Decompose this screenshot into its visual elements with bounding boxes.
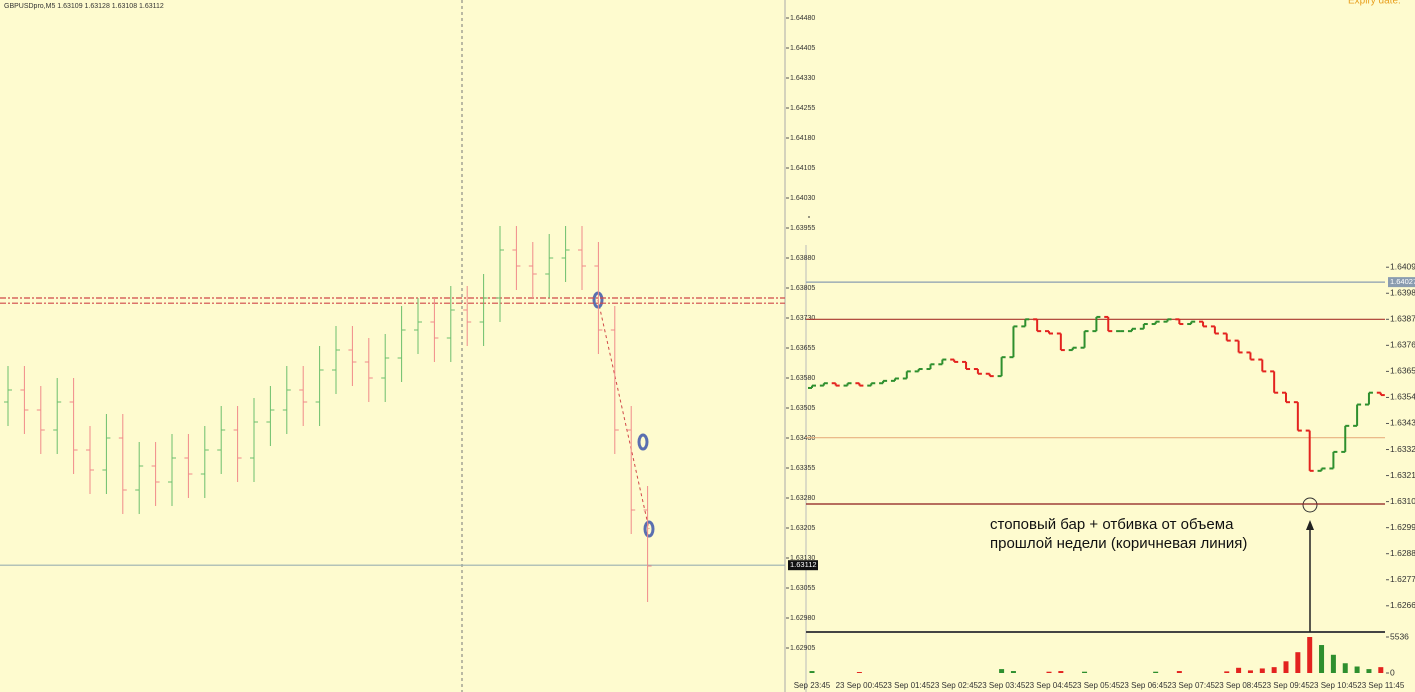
annotation: стоповый бар + отбивка от объема: [990, 516, 1234, 533]
y-tick-label: 1.63980: [1390, 288, 1415, 298]
annotation: прошлой недели (коричневая линия): [990, 535, 1247, 552]
y-tick-label: 1.63870: [1390, 314, 1415, 324]
volume-bar: [1259, 668, 1265, 673]
volume-bar: [1354, 666, 1360, 673]
y-tick-label: 1.64255: [790, 105, 815, 112]
chart-title: GBPUSDpro,M5 1.63109 1.63128 1.63108 1.6…: [4, 3, 164, 10]
x-tick-label: 23 Sep 07:45: [1167, 681, 1215, 690]
volume-bar: [1283, 661, 1289, 673]
stop-bar-circle: [1302, 497, 1318, 513]
y-tick-label: 1.64105: [790, 165, 815, 172]
volume-bar: [1366, 669, 1372, 673]
x-tick-label: 23 Sep 11:45: [1357, 681, 1405, 690]
y-tick-label: 1.64090: [1390, 261, 1415, 271]
volume-bar: [1342, 663, 1348, 673]
y-tick-label: 1.63210: [1390, 470, 1415, 480]
volume-bar: [1247, 670, 1253, 673]
price-tag-box: [788, 560, 818, 571]
x-tick-label: 23 Sep 10:45: [1310, 681, 1358, 690]
marker: [643, 520, 655, 538]
volume-bar: [1046, 671, 1052, 673]
volume-bar: [809, 671, 815, 673]
y-tick-label: 1.62905: [790, 645, 815, 652]
price-tag-box: [1388, 277, 1415, 288]
x-tick-label: 23 Sep 02:45: [930, 681, 978, 690]
volume-bar: [1307, 637, 1313, 673]
volume-bar: [1176, 671, 1182, 673]
y-tick-label: 1.63880: [790, 255, 815, 262]
y-tick-label: 1.63730: [790, 315, 815, 322]
trend-line: [597, 299, 650, 530]
x-tick-label: 23 Sep 01:45: [883, 681, 931, 690]
volume-bar: [856, 672, 862, 673]
y-tick-label: 1.64405: [790, 45, 815, 52]
arrow-head: [1306, 520, 1314, 530]
price-tag: 1.64027: [1390, 277, 1415, 286]
volume-bar: [1010, 671, 1016, 673]
y-tick-label: 1.63355: [790, 465, 815, 472]
y-tick-label: 1.63760: [1390, 340, 1415, 350]
y-tick-label: 1.62660: [1390, 600, 1415, 610]
x-tick-label: 23 Sep 05:45: [1073, 681, 1121, 690]
y-tick-label: 1.63205: [790, 525, 815, 532]
volume-tick-label: 0: [1390, 667, 1395, 677]
x-tick-label: Sep 23:45: [794, 681, 831, 690]
y-tick-label: 1.63280: [790, 495, 815, 502]
y-tick-label: 1.63655: [790, 345, 815, 352]
x-tick-label: 23 Sep 08:45: [1215, 681, 1263, 690]
volume-bar: [1153, 671, 1159, 673]
y-tick-label: 1.63430: [790, 435, 815, 442]
volume-bar: [1330, 654, 1336, 673]
marker: [637, 433, 649, 451]
volume-bar: [1224, 671, 1230, 673]
volume-bar: [1378, 667, 1384, 673]
volume-bar: [1271, 667, 1277, 673]
y-tick-label: 1.62980: [790, 615, 815, 622]
y-tick-label: 1.62880: [1390, 548, 1415, 558]
y-tick-label: 1.64480: [790, 15, 815, 22]
y-tick-label: 1.64180: [790, 135, 815, 142]
y-tick-label: 1.63650: [1390, 366, 1415, 376]
x-tick-label: 23 Sep 06:45: [1120, 681, 1168, 690]
y-tick-label: 1.63430: [1390, 418, 1415, 428]
volume-bar: [1319, 645, 1325, 673]
volume-bar: [1082, 671, 1088, 673]
y-tick-label: 1.62770: [1390, 574, 1415, 584]
y-tick-label: 1.63130: [790, 555, 815, 562]
y-tick-label: 1.63540: [1390, 392, 1415, 402]
x-tick-label: 23 Sep 03:45: [978, 681, 1026, 690]
expiry-label: Expiry date:: [1348, 0, 1401, 7]
y-tick-label: 1.63055: [790, 585, 815, 592]
price-tag: 1.63112: [790, 560, 817, 569]
y-tick-label: 1.63580: [790, 375, 815, 382]
x-tick-label: 23 Sep 09:45: [1262, 681, 1310, 690]
x-tick-label: 23 Sep 04:45: [1025, 681, 1073, 690]
volume-bar: [1058, 671, 1064, 673]
volume-tick-label: 5536: [1390, 631, 1409, 641]
y-tick-label: 1.63805: [790, 285, 815, 292]
y-tick-label: 1.64330: [790, 75, 815, 82]
y-tick-label: 1.63955: [790, 225, 815, 232]
y-tick-label: 1.62990: [1390, 522, 1415, 532]
y-tick-label: 1.63320: [1390, 444, 1415, 454]
volume-bar: [1236, 667, 1242, 673]
volume-bar: [1295, 652, 1301, 673]
y-tick-label: 1.63505: [790, 405, 815, 412]
y-tick-label: 1.64030: [790, 195, 815, 202]
volume-bar: [999, 669, 1005, 673]
x-tick-label: 23 Sep 00:45: [836, 681, 884, 690]
y-tick-label: 1.63100: [1390, 496, 1415, 506]
